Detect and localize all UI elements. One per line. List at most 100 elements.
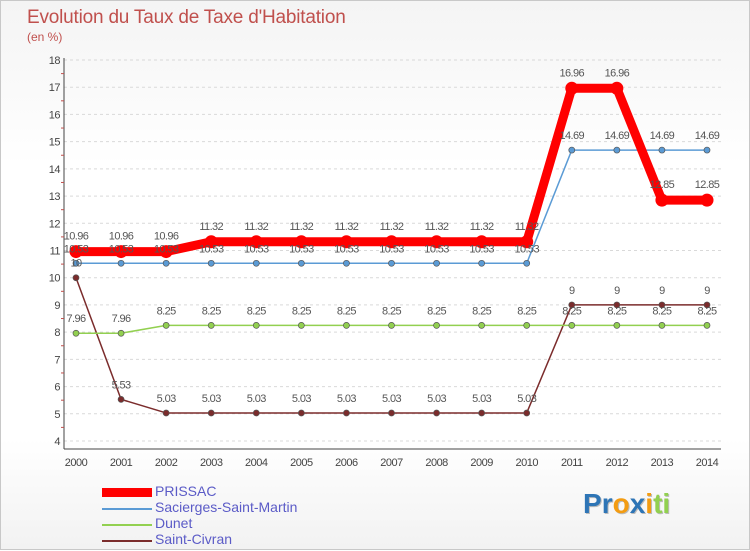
y-tick-label: 4 xyxy=(54,436,60,448)
data-label: 16.96 xyxy=(605,67,630,79)
data-point xyxy=(117,396,125,403)
data-point xyxy=(204,235,218,249)
data-point xyxy=(298,409,305,417)
data-label: 8.25 xyxy=(562,305,581,317)
data-label: 5.03 xyxy=(382,393,401,405)
x-tick-label: 2004 xyxy=(245,457,268,469)
legend-item: Saint-Civran xyxy=(102,531,362,549)
data-point xyxy=(523,409,531,417)
y-tick-label: 6 xyxy=(54,382,60,394)
data-point xyxy=(252,321,260,329)
x-tick-label: 2002 xyxy=(155,457,178,469)
y-tick-label: 9 xyxy=(54,300,60,312)
data-label: 14.69 xyxy=(695,130,720,142)
data-label: 8.25 xyxy=(607,305,626,317)
data-label: 5.53 xyxy=(112,379,131,391)
data-point xyxy=(252,259,260,267)
data-label: 12.85 xyxy=(650,179,675,191)
data-label: 10.53 xyxy=(109,243,134,255)
logo-letter: o xyxy=(612,488,630,519)
data-point xyxy=(72,329,80,337)
x-tick-label: 2010 xyxy=(515,457,538,469)
logo-letter: x xyxy=(629,488,646,519)
logo-letter: i xyxy=(645,488,654,519)
x-tick-label: 2008 xyxy=(425,457,448,469)
data-point xyxy=(162,259,170,267)
y-tick-label: 16 xyxy=(49,109,61,121)
x-tick-label: 2006 xyxy=(335,457,358,469)
data-point xyxy=(430,235,444,249)
data-point xyxy=(72,259,80,267)
data-label: 10.96 xyxy=(64,231,89,243)
legend-item: Dunet xyxy=(102,515,362,533)
data-point xyxy=(339,235,353,249)
x-tick-label: 2001 xyxy=(110,457,133,469)
legend-swatch xyxy=(102,540,152,542)
data-label: 10 xyxy=(70,258,82,270)
data-point xyxy=(478,259,485,267)
data-point xyxy=(655,193,669,207)
data-point xyxy=(388,259,395,267)
y-tick-label: 12 xyxy=(49,218,61,230)
data-point xyxy=(703,321,711,329)
data-label: 11.32 xyxy=(380,221,404,233)
data-label: 8.25 xyxy=(382,305,401,317)
data-label: 8.25 xyxy=(157,305,176,317)
data-point xyxy=(658,146,666,154)
data-point xyxy=(703,301,711,309)
data-label: 5.03 xyxy=(472,393,491,405)
legend-label: Dunet xyxy=(155,515,193,531)
data-label: 9 xyxy=(704,285,710,297)
data-point xyxy=(207,259,215,267)
data-label: 12.85 xyxy=(695,179,720,191)
data-label: 16.96 xyxy=(560,67,585,79)
x-tick-label: 2005 xyxy=(290,457,313,469)
data-label: 5.03 xyxy=(337,393,356,405)
data-label: 11.32 xyxy=(515,221,539,233)
data-point xyxy=(433,321,440,329)
x-tick-label: 2009 xyxy=(470,457,493,469)
data-label: 8.25 xyxy=(517,305,536,317)
x-tick-label: 2000 xyxy=(65,457,88,469)
chart-subtitle: (en %) xyxy=(27,30,63,44)
data-point xyxy=(475,235,489,249)
data-label: 10.53 xyxy=(334,243,359,255)
data-point xyxy=(388,321,395,329)
data-point xyxy=(388,409,395,417)
data-point xyxy=(207,409,215,417)
data-point xyxy=(249,235,263,249)
x-tick-label: 2011 xyxy=(561,457,583,469)
data-label: 5.03 xyxy=(517,393,536,405)
y-tick-label: 8 xyxy=(54,327,60,339)
legend-item: Sacierges-Saint-Martin xyxy=(102,499,362,517)
legend-label: PRISSAC xyxy=(155,483,217,499)
data-point xyxy=(207,321,215,329)
data-point xyxy=(117,259,125,267)
data-label: 10.53 xyxy=(469,243,494,255)
data-point xyxy=(613,301,621,309)
data-label: 9 xyxy=(569,285,575,297)
data-point xyxy=(298,321,305,329)
logo-letter: r xyxy=(601,488,613,519)
data-point xyxy=(69,245,83,259)
data-point xyxy=(114,245,128,259)
x-tick-label: 2007 xyxy=(380,457,403,469)
data-label: 10.53 xyxy=(514,243,539,255)
data-point xyxy=(162,321,170,329)
data-point xyxy=(252,409,260,417)
data-point xyxy=(117,329,125,337)
data-point xyxy=(610,81,624,95)
y-tick-label: 15 xyxy=(49,137,61,149)
data-label: 8.25 xyxy=(202,305,221,317)
legend-item: PRISSAC xyxy=(102,483,362,501)
data-point xyxy=(658,301,666,309)
data-point xyxy=(294,235,308,249)
legend-swatch xyxy=(102,524,152,526)
data-label: 5.03 xyxy=(292,393,311,405)
data-point xyxy=(433,259,440,267)
data-label: 14.69 xyxy=(650,130,675,142)
data-label: 7.96 xyxy=(112,313,131,325)
logo-letter: i xyxy=(662,488,671,519)
data-label: 10.53 xyxy=(64,243,89,255)
